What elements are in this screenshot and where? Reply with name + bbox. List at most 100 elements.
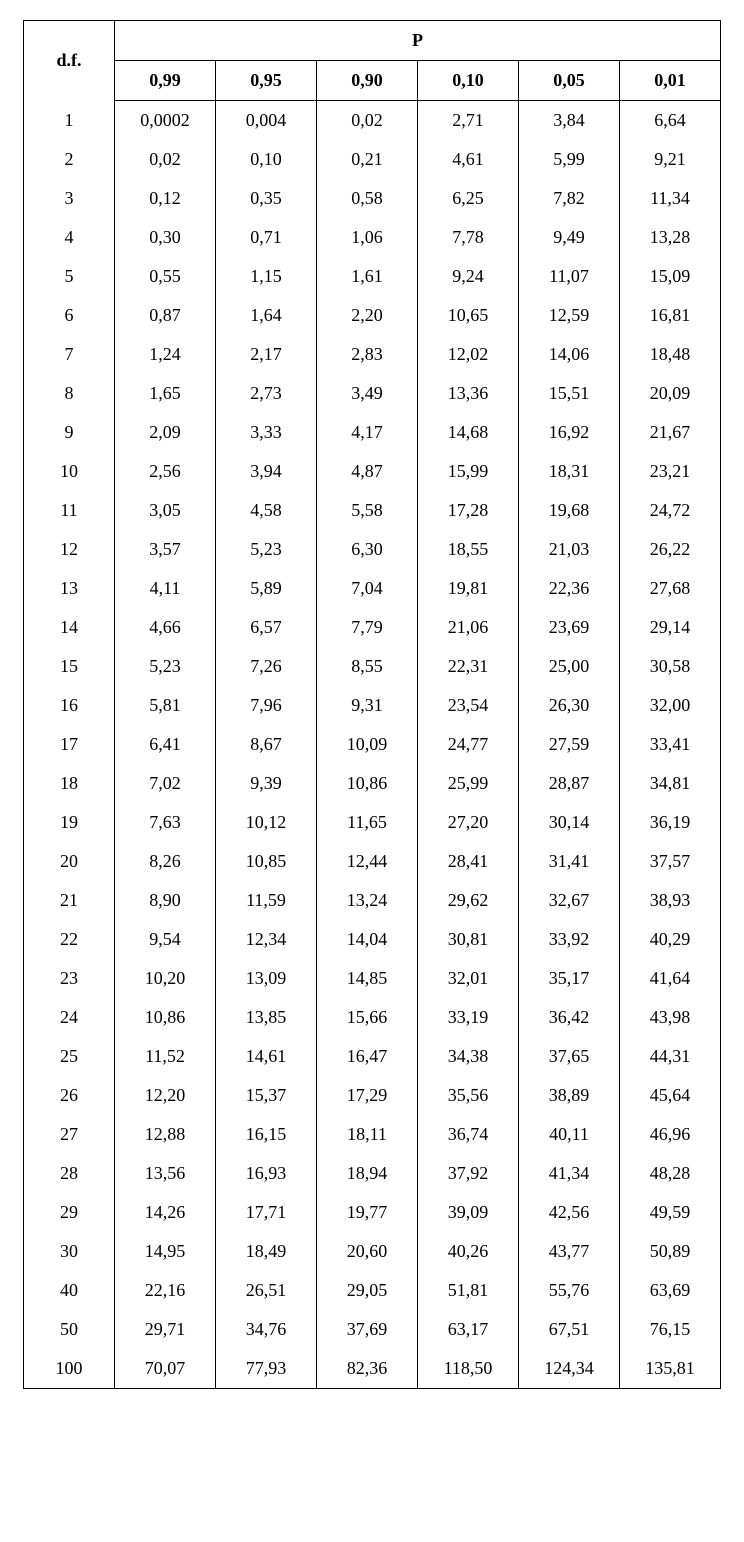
cell-value: 1,64 (216, 296, 317, 335)
table-row: 208,2610,8512,4428,4131,4137,57 (24, 842, 721, 881)
cell-value: 22,16 (115, 1271, 216, 1310)
cell-value: 40,11 (519, 1115, 620, 1154)
table-row: 144,666,577,7921,0623,6929,14 (24, 608, 721, 647)
cell-value: 30,14 (519, 803, 620, 842)
cell-value: 46,96 (620, 1115, 721, 1154)
cell-value: 1,24 (115, 335, 216, 374)
table-header: d.f. P 0,99 0,95 0,90 0,10 0,05 0,01 (24, 21, 721, 101)
cell-value: 2,17 (216, 335, 317, 374)
cell-df: 14 (24, 608, 115, 647)
cell-value: 5,99 (519, 140, 620, 179)
cell-value: 29,14 (620, 608, 721, 647)
cell-value: 36,74 (418, 1115, 519, 1154)
table-row: 176,418,6710,0924,7727,5933,41 (24, 725, 721, 764)
cell-value: 37,57 (620, 842, 721, 881)
header-p-4: 0,05 (519, 61, 620, 101)
cell-value: 13,36 (418, 374, 519, 413)
cell-value: 38,93 (620, 881, 721, 920)
cell-value: 22,31 (418, 647, 519, 686)
cell-value: 43,98 (620, 998, 721, 1037)
cell-value: 15,37 (216, 1076, 317, 1115)
cell-value: 67,51 (519, 1310, 620, 1349)
cell-value: 34,38 (418, 1037, 519, 1076)
cell-value: 23,69 (519, 608, 620, 647)
table-row: 229,5412,3414,0430,8133,9240,29 (24, 920, 721, 959)
cell-df: 25 (24, 1037, 115, 1076)
cell-value: 1,06 (317, 218, 418, 257)
cell-value: 2,20 (317, 296, 418, 335)
cell-value: 18,48 (620, 335, 721, 374)
table-row: 197,6310,1211,6527,2030,1436,19 (24, 803, 721, 842)
table-row: 113,054,585,5817,2819,6824,72 (24, 491, 721, 530)
cell-value: 18,49 (216, 1232, 317, 1271)
cell-value: 7,26 (216, 647, 317, 686)
cell-value: 8,67 (216, 725, 317, 764)
cell-value: 45,64 (620, 1076, 721, 1115)
table-row: 4022,1626,5129,0551,8155,7663,69 (24, 1271, 721, 1310)
table-row: 218,9011,5913,2429,6232,6738,93 (24, 881, 721, 920)
cell-value: 0,004 (216, 101, 317, 141)
cell-df: 18 (24, 764, 115, 803)
cell-value: 29,71 (115, 1310, 216, 1349)
cell-value: 27,59 (519, 725, 620, 764)
cell-df: 7 (24, 335, 115, 374)
cell-value: 11,65 (317, 803, 418, 842)
cell-value: 12,44 (317, 842, 418, 881)
cell-value: 37,92 (418, 1154, 519, 1193)
cell-value: 3,49 (317, 374, 418, 413)
cell-value: 12,34 (216, 920, 317, 959)
cell-df: 16 (24, 686, 115, 725)
cell-value: 9,31 (317, 686, 418, 725)
header-p-1: 0,95 (216, 61, 317, 101)
cell-value: 16,47 (317, 1037, 418, 1076)
cell-df: 26 (24, 1076, 115, 1115)
table-row: 2813,5616,9318,9437,9241,3448,28 (24, 1154, 721, 1193)
cell-value: 4,66 (115, 608, 216, 647)
cell-value: 15,99 (418, 452, 519, 491)
cell-value: 16,92 (519, 413, 620, 452)
cell-value: 35,56 (418, 1076, 519, 1115)
cell-value: 28,87 (519, 764, 620, 803)
cell-value: 24,77 (418, 725, 519, 764)
table-row: 2612,2015,3717,2935,5638,8945,64 (24, 1076, 721, 1115)
cell-value: 1,65 (115, 374, 216, 413)
cell-df: 30 (24, 1232, 115, 1271)
cell-value: 27,68 (620, 569, 721, 608)
cell-value: 17,71 (216, 1193, 317, 1232)
cell-value: 18,31 (519, 452, 620, 491)
cell-value: 25,99 (418, 764, 519, 803)
cell-value: 11,07 (519, 257, 620, 296)
cell-value: 13,28 (620, 218, 721, 257)
cell-df: 28 (24, 1154, 115, 1193)
cell-value: 33,19 (418, 998, 519, 1037)
table-row: 102,563,944,8715,9918,3123,21 (24, 452, 721, 491)
cell-value: 12,20 (115, 1076, 216, 1115)
cell-value: 21,03 (519, 530, 620, 569)
cell-value: 26,22 (620, 530, 721, 569)
cell-value: 14,68 (418, 413, 519, 452)
cell-value: 49,59 (620, 1193, 721, 1232)
cell-df: 20 (24, 842, 115, 881)
cell-value: 28,41 (418, 842, 519, 881)
cell-df: 40 (24, 1271, 115, 1310)
cell-value: 32,01 (418, 959, 519, 998)
cell-value: 19,81 (418, 569, 519, 608)
cell-value: 23,21 (620, 452, 721, 491)
header-p: P (115, 21, 721, 61)
cell-value: 7,04 (317, 569, 418, 608)
cell-value: 3,33 (216, 413, 317, 452)
header-p-0: 0,99 (115, 61, 216, 101)
cell-df: 50 (24, 1310, 115, 1349)
table-row: 2310,2013,0914,8532,0135,1741,64 (24, 959, 721, 998)
cell-df: 15 (24, 647, 115, 686)
table-row: 2511,5214,6116,4734,3837,6544,31 (24, 1037, 721, 1076)
cell-value: 8,90 (115, 881, 216, 920)
cell-df: 22 (24, 920, 115, 959)
table-row: 165,817,969,3123,5426,3032,00 (24, 686, 721, 725)
cell-value: 1,61 (317, 257, 418, 296)
cell-value: 0,21 (317, 140, 418, 179)
table-row: 50,551,151,619,2411,0715,09 (24, 257, 721, 296)
cell-value: 51,81 (418, 1271, 519, 1310)
cell-value: 118,50 (418, 1349, 519, 1389)
table-row: 123,575,236,3018,5521,0326,22 (24, 530, 721, 569)
